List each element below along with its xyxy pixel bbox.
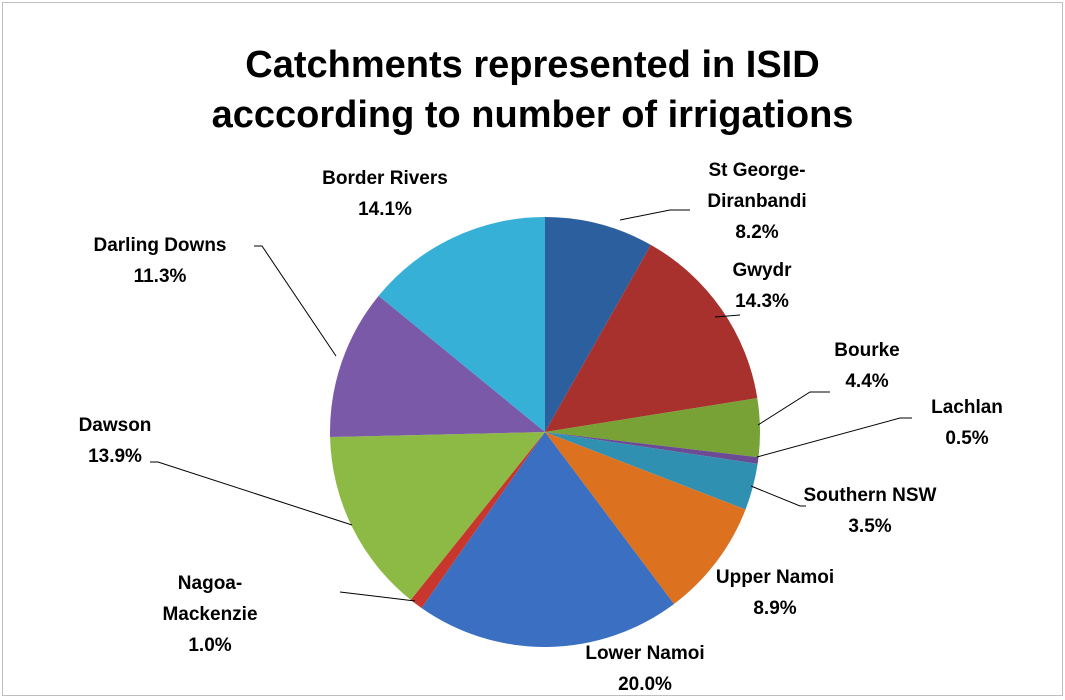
leader-line xyxy=(339,591,416,602)
data-label-name: Gwydr xyxy=(732,260,792,281)
data-label: Southern NSW 3.5% xyxy=(780,480,960,542)
pie-slice xyxy=(330,295,545,438)
data-label-value: 4.4% xyxy=(845,371,889,392)
data-label-value: 1.0% xyxy=(188,635,232,656)
pie-slice xyxy=(410,432,545,608)
pie-slice xyxy=(545,432,746,605)
data-label-name: St George-Diranbandi xyxy=(707,160,807,212)
leader-line xyxy=(254,245,337,357)
leader-line xyxy=(750,485,806,507)
data-label-value: 8.9% xyxy=(753,598,797,619)
pie-slice xyxy=(545,398,760,458)
data-label-value: 14.1% xyxy=(358,199,412,220)
data-label: Dawson 13.9% xyxy=(55,410,175,472)
data-label-name: Darling Downs xyxy=(93,235,227,256)
data-label-name: Border Rivers xyxy=(322,168,448,189)
data-label-value: 14.3% xyxy=(735,291,789,312)
data-label: Nagoa-Mackenzie 1.0% xyxy=(145,568,275,661)
data-label-name: Bourke xyxy=(834,340,900,361)
data-label: Gwydr 14.3% xyxy=(702,255,822,317)
pie-slice xyxy=(330,432,545,600)
pie-slice xyxy=(545,432,758,510)
data-label-value: 11.3% xyxy=(133,266,187,287)
data-label: Darling Downs 11.3% xyxy=(70,230,250,292)
leader-line xyxy=(757,391,830,426)
data-label: Lachlan 0.5% xyxy=(907,392,1027,454)
data-label: Lower Namoi 20.0% xyxy=(555,638,735,700)
leader-line xyxy=(714,314,741,318)
chart-title: Catchments represented in ISID acccordin… xyxy=(211,44,854,136)
data-label-value: 3.5% xyxy=(848,516,892,537)
data-label: Upper Namoi 8.9% xyxy=(685,562,865,624)
pie-slice xyxy=(545,432,759,464)
data-label: Bourke 4.4% xyxy=(807,335,927,397)
data-label-name: Lachlan xyxy=(931,397,1003,418)
data-label-name: Lower Namoi xyxy=(585,643,705,664)
pie-slice xyxy=(545,244,758,432)
pie-slice xyxy=(421,432,674,647)
data-label: Border Rivers 14.1% xyxy=(295,163,475,225)
data-label-name: Upper Namoi xyxy=(715,567,835,588)
leader-line xyxy=(619,209,690,221)
pie-slice xyxy=(378,217,545,432)
data-label-name: Southern NSW xyxy=(803,485,937,506)
data-label-value: 8.2% xyxy=(735,222,779,243)
pie-slice xyxy=(545,217,651,432)
leader-line xyxy=(756,417,912,458)
data-label-name: Dawson xyxy=(78,415,152,436)
chart-title-box: Catchments represented in ISID acccordin… xyxy=(0,40,1065,140)
data-label-value: 13.9% xyxy=(88,446,142,467)
data-label-value: 0.5% xyxy=(945,428,989,449)
data-label: St George-Diranbandi 8.2% xyxy=(692,155,822,248)
data-label-value: 20.0% xyxy=(618,674,672,695)
data-label-name: Nagoa-Mackenzie xyxy=(162,573,258,625)
leader-line xyxy=(150,461,353,526)
